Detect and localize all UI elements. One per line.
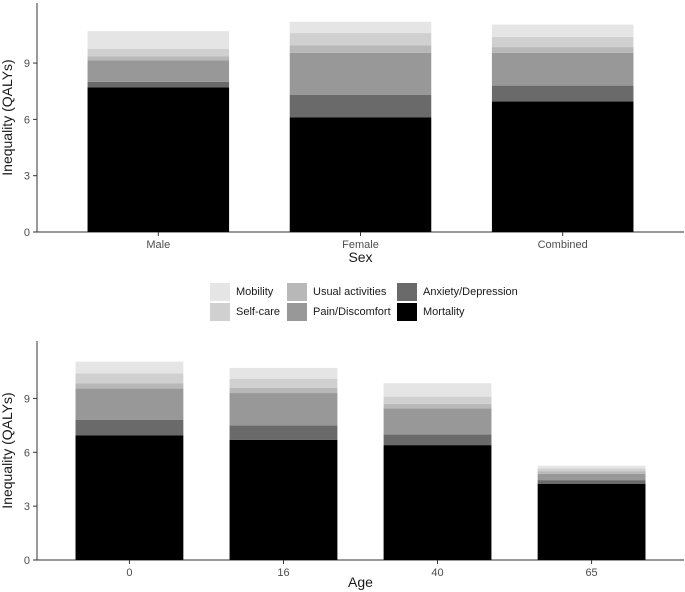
chart-by-age: 0 3 6 9 0 16 40 65 Age Inequality (QALYs) [0, 341, 684, 590]
bar-combined-mobility [491, 24, 634, 37]
bar-male-anxiety-depression [87, 81, 230, 88]
y-tick-label: 9 [24, 58, 30, 70]
bar-40-pain-discomfort [383, 408, 492, 435]
bar-female-anxiety-depression [289, 94, 432, 118]
x-tick-label: Combined [538, 239, 588, 251]
legend: Mobility Self-care Usual activities Pain/Di… [0, 272, 685, 338]
bar-0-pain-discomfort [75, 388, 184, 420]
bar-16-pain-discomfort [229, 393, 338, 426]
bar-65-self-care [537, 468, 646, 472]
x-tick-label: 40 [431, 567, 443, 579]
y-tick-label: 9 [24, 393, 30, 405]
bar-65-mobility [537, 465, 646, 469]
legend-key-self-care [210, 303, 230, 321]
x-tick-label: 16 [277, 567, 289, 579]
legend-key-mortality [397, 303, 417, 321]
bar-male-self-care [87, 48, 230, 57]
bar-female-mobility [289, 21, 432, 34]
y-tick-label: 6 [24, 114, 30, 126]
bar-female-usual-activities [289, 45, 432, 53]
bar-combined-pain-discomfort [491, 52, 634, 86]
bar-0-anxiety-depression [75, 419, 184, 436]
bar-male-usual-activities [87, 56, 230, 61]
legend-label-anxiety-depression: Anxiety/Depression [423, 286, 518, 298]
bar-combined-mortality [491, 101, 634, 233]
bar-65-anxiety-depression [537, 480, 646, 484]
legend-label-mobility: Mobility [236, 286, 274, 298]
legend-key-usual-activities [287, 283, 307, 301]
bar-65-usual-activities [537, 471, 646, 474]
bar-female-mortality [289, 117, 432, 232]
bar-combined-usual-activities [491, 47, 634, 53]
legend-label-self-care: Self-care [236, 306, 281, 318]
bar-16-anxiety-depression [229, 425, 338, 440]
bar-16-self-care [229, 378, 338, 388]
bar-40-mortality [383, 445, 492, 560]
x-tick-label: 0 [126, 567, 132, 579]
x-tick-label: Female [342, 239, 379, 251]
bar-male-mortality [87, 87, 230, 232]
bar-combined-anxiety-depression [491, 85, 634, 102]
x-axis-title: Sex [348, 249, 372, 265]
y-tick-label: 3 [24, 171, 30, 183]
bar-male-pain-discomfort [87, 60, 230, 82]
y-tick-label: 3 [24, 501, 30, 513]
bar-0-self-care [75, 373, 184, 384]
bar-16-usual-activities [229, 387, 338, 394]
y-tick-label: 0 [24, 555, 30, 567]
bar-combined-self-care [491, 36, 634, 48]
legend-key-pain-discomfort [287, 303, 307, 321]
bar-0-mortality [75, 435, 184, 560]
bar-40-anxiety-depression [383, 434, 492, 446]
bar-0-usual-activities [75, 383, 184, 389]
x-tick-label: Male [146, 239, 170, 251]
x-axis-title: Age [348, 574, 373, 590]
bar-65-pain-discomfort [537, 473, 646, 481]
bar-16-mobility [229, 367, 338, 379]
bar-40-usual-activities [383, 403, 492, 409]
bar-female-self-care [289, 33, 432, 46]
y-tick-label: 0 [24, 227, 30, 239]
bar-female-pain-discomfort [289, 52, 432, 95]
legend-label-mortality: Mortality [423, 306, 465, 318]
y-tick-label: 6 [24, 447, 30, 459]
x-tick-label: 65 [585, 567, 597, 579]
legend-key-anxiety-depression [397, 283, 417, 301]
legend-label-pain-discomfort: Pain/Discomfort [313, 306, 391, 318]
bar-40-mobility [383, 383, 492, 397]
bar-male-mobility [87, 31, 230, 49]
y-axis-title: Inequality (QALYs) [0, 59, 15, 175]
bar-0-mobility [75, 361, 184, 374]
bar-16-mortality [229, 439, 338, 560]
chart-by-sex: 0 3 6 9 Male Female Combined Sex Inequality (QAL… [0, 3, 684, 265]
bar-40-self-care [383, 396, 492, 404]
bar-65-mortality [537, 483, 646, 560]
legend-key-mobility [210, 283, 230, 301]
y-axis-title: Inequality (QALYs) [0, 392, 15, 508]
legend-label-usual-activities: Usual activities [313, 286, 387, 298]
